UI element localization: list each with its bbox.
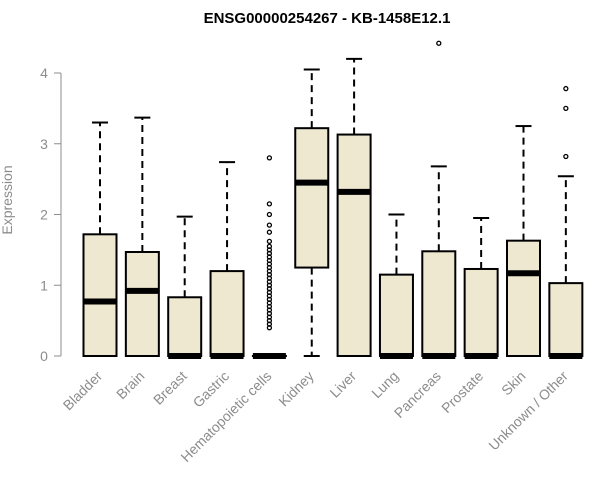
box-rect <box>82 233 118 357</box>
x-tick-label: Prostate <box>438 368 486 416</box>
box-0 <box>82 121 118 357</box>
box-3 <box>209 161 245 359</box>
box-10 <box>506 125 541 358</box>
outlier-point <box>266 201 273 207</box>
box-rect <box>463 267 499 358</box>
outlier-point <box>563 105 569 112</box>
box-5 <box>294 68 330 357</box>
x-tick-label: Skin <box>498 368 529 399</box>
box-2 <box>167 215 203 359</box>
box-rect <box>167 296 203 357</box>
y-tick-label: 1 <box>40 277 48 293</box>
x-tick-label: Bladder <box>60 368 106 414</box>
box-rect <box>421 250 457 357</box>
outlier-point <box>563 153 569 160</box>
box-9 <box>463 217 499 359</box>
box-rect <box>336 133 372 357</box>
outlier-point <box>266 229 273 235</box>
box-rect <box>124 250 160 357</box>
x-tick-label: Pancreas <box>391 368 444 421</box>
outlier-point <box>563 85 569 92</box>
outlier-point <box>266 211 273 218</box>
box-1 <box>124 116 160 357</box>
box-7 <box>378 213 414 359</box>
box-rect <box>506 239 541 358</box>
box-4 <box>251 155 287 359</box>
box-11 <box>548 85 584 359</box>
box-rect <box>209 270 245 358</box>
x-tick-label: Brain <box>113 368 147 402</box>
box-6 <box>336 57 372 357</box>
x-tick-label: Breast <box>150 368 190 408</box>
outlier-point <box>436 40 442 46</box>
x-tick-label: Lung <box>368 368 401 401</box>
x-tick-label: Kidney <box>275 368 317 410</box>
y-axis-label: Expression <box>0 165 15 234</box>
outlier-point <box>266 155 273 161</box>
box-rect <box>378 273 414 358</box>
outlier-point <box>266 238 273 245</box>
y-tick-label: 3 <box>40 136 48 152</box>
chart-title: ENSG00000254267 - KB-1458E12.1 <box>204 10 451 27</box>
outlier-point <box>266 325 273 331</box>
box-rect <box>548 282 584 357</box>
y-tick-label: 0 <box>40 348 48 364</box>
box-group <box>82 40 584 359</box>
y-axis: 0 1 2 3 4 <box>40 65 62 364</box>
x-tick-label: Unknown / Other <box>485 368 571 454</box>
y-tick-label: 4 <box>40 65 48 81</box>
box-rect <box>294 127 330 269</box>
y-tick-label: 2 <box>40 207 48 223</box>
outlier-point <box>266 222 273 228</box>
x-tick-label: Liver <box>326 368 359 401</box>
box-8 <box>421 40 457 359</box>
